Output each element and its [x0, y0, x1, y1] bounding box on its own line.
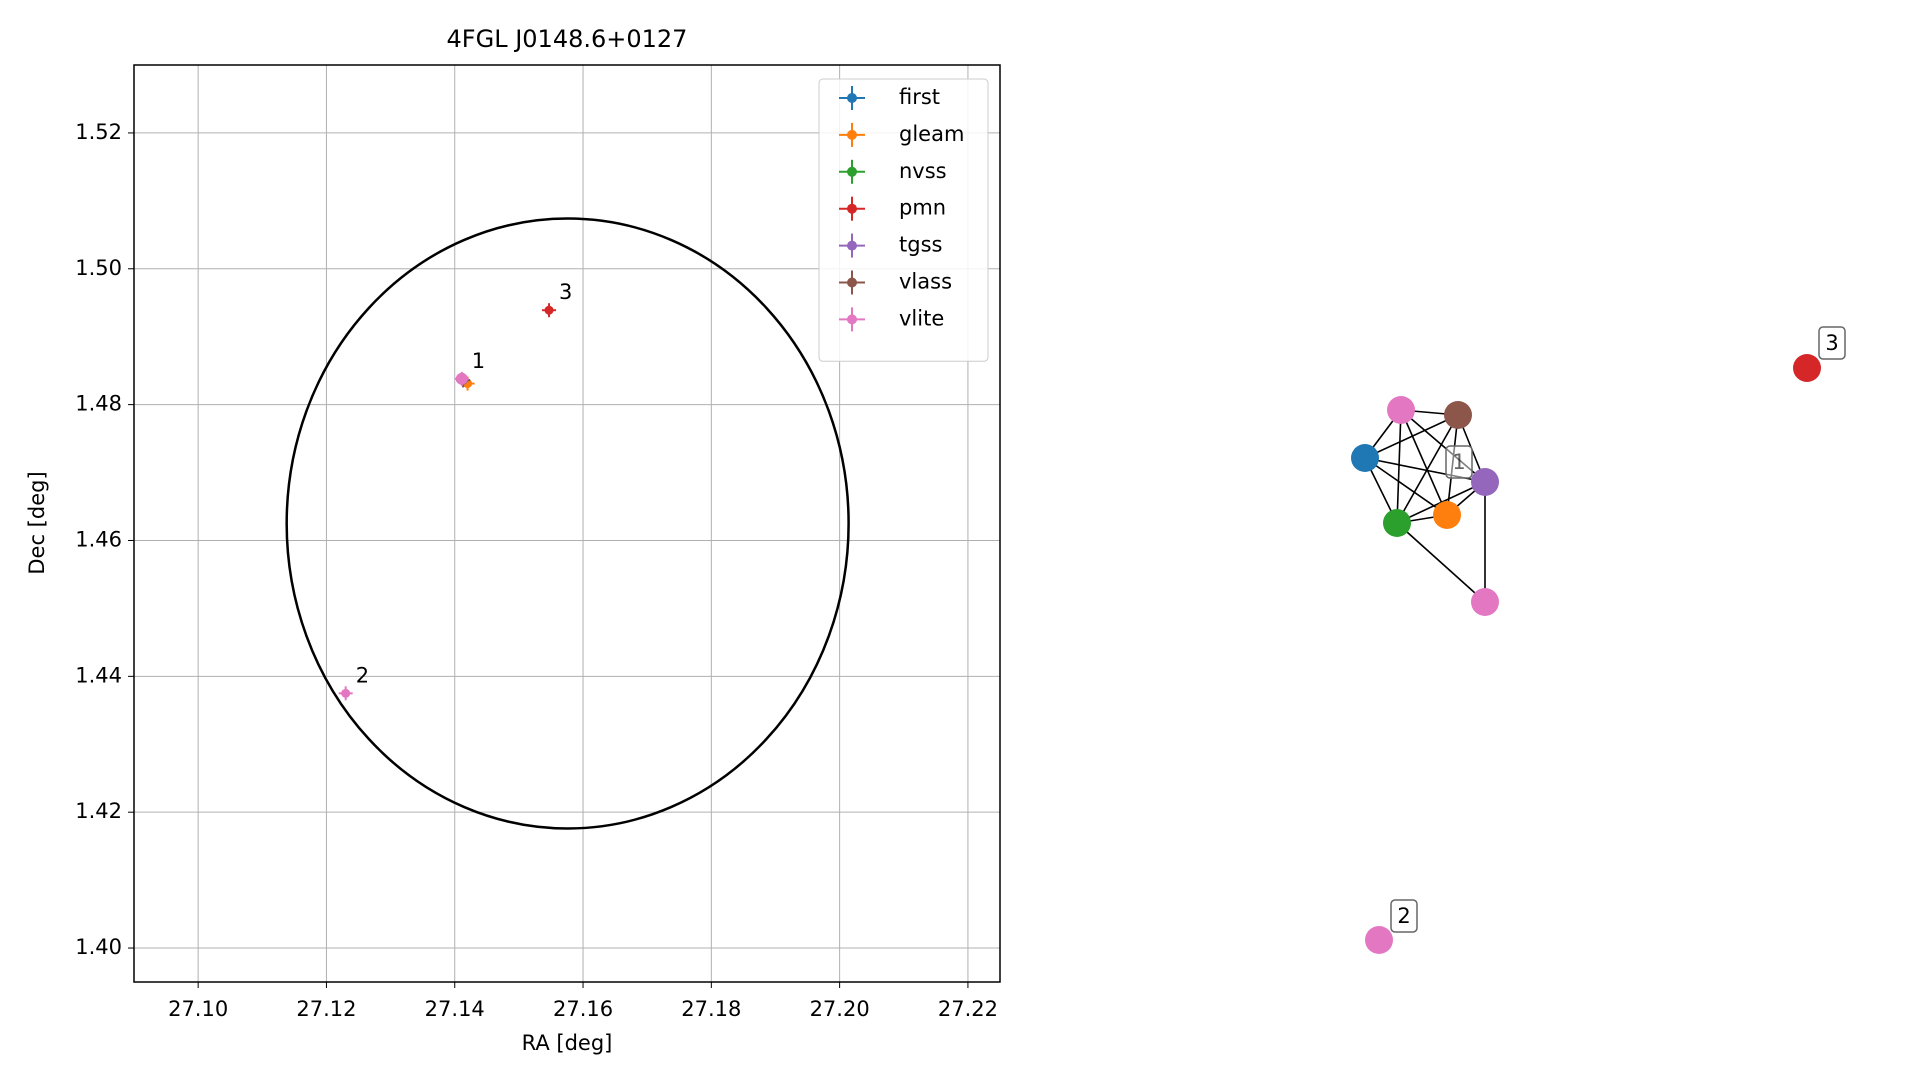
- legend-label: pmn: [899, 196, 946, 220]
- legend-marker: [847, 240, 857, 251]
- legend-marker: [847, 129, 857, 140]
- graph-node: [1351, 444, 1379, 472]
- legend-marker: [847, 203, 857, 214]
- graph-node: [1444, 401, 1472, 429]
- graph-edge: [1364, 414, 1459, 459]
- graph-label: 3: [1825, 331, 1838, 355]
- x-tick-label: 27.18: [681, 997, 741, 1021]
- marker: [341, 688, 351, 698]
- y-tick-label: 1.48: [75, 392, 122, 416]
- y-tick-label: 1.46: [75, 527, 122, 551]
- annotation: 2: [356, 663, 369, 687]
- graph-edge: [1396, 414, 1459, 524]
- legend-entry: nvss: [839, 159, 947, 184]
- graph-node: [1365, 926, 1393, 954]
- y-tick-label: 1.44: [75, 663, 122, 687]
- legend-label: vlite: [899, 306, 944, 330]
- y-tick-label: 1.50: [75, 256, 122, 280]
- legend-label: gleam: [899, 122, 964, 146]
- graph-node: [1471, 588, 1499, 616]
- graph-edge: [1396, 522, 1486, 603]
- y-axis-label: Dec [deg]: [25, 471, 49, 574]
- legend-entry: first: [839, 85, 940, 110]
- marker: [455, 372, 468, 385]
- legend-label: vlass: [899, 270, 952, 294]
- y-tick-label: 1.52: [75, 120, 122, 144]
- legend-label: first: [899, 85, 940, 109]
- y-tick-label: 1.40: [75, 935, 122, 959]
- x-tick-label: 27.22: [938, 997, 998, 1021]
- graph-label: 2: [1397, 904, 1410, 928]
- legend-label: nvss: [899, 159, 947, 183]
- x-tick-label: 27.20: [810, 997, 870, 1021]
- annotation: 1: [472, 349, 485, 373]
- graph-node: [1793, 354, 1821, 382]
- graph-node: [1471, 468, 1499, 496]
- y-tick-label: 1.42: [75, 799, 122, 823]
- legend-marker: [847, 314, 857, 325]
- graph-node: [1383, 509, 1411, 537]
- x-tick-label: 27.12: [296, 997, 356, 1021]
- marker: [544, 305, 554, 315]
- annotation: 3: [559, 280, 572, 304]
- graph-node: [1433, 501, 1461, 529]
- point: [338, 686, 353, 701]
- graph-edge: [1400, 409, 1448, 516]
- x-tick-label: 27.10: [168, 997, 228, 1021]
- legend-entry: vlite: [839, 306, 944, 332]
- legend-marker: [847, 277, 857, 288]
- x-axis-label: RA [deg]: [522, 1031, 613, 1055]
- graph-label-box: [1445, 445, 1473, 479]
- axes-frame: [133, 64, 1001, 983]
- x-tick-label: 27.16: [553, 997, 613, 1021]
- graph-label-box: [1390, 899, 1418, 933]
- legend-entry: gleam: [839, 122, 964, 147]
- chart-title: 4FGL J0148.6+0127: [447, 25, 688, 53]
- localization-circle: [285, 217, 850, 830]
- point: [454, 371, 469, 386]
- graph-edge: [1396, 409, 1402, 524]
- legend-entry: vlass: [839, 270, 952, 295]
- legend-label: tgss: [899, 233, 942, 257]
- legend-marker: [847, 166, 857, 177]
- legend-entry: tgss: [839, 233, 942, 258]
- legend-marker: [847, 93, 857, 103]
- graph-node: [1387, 396, 1415, 424]
- legend-entry: pmn: [839, 196, 946, 221]
- x-tick-label: 27.14: [425, 997, 485, 1021]
- graph-label: 1: [1452, 450, 1465, 474]
- legend-box: [818, 78, 989, 362]
- point: [542, 303, 557, 318]
- graph-label-box: [1818, 326, 1846, 360]
